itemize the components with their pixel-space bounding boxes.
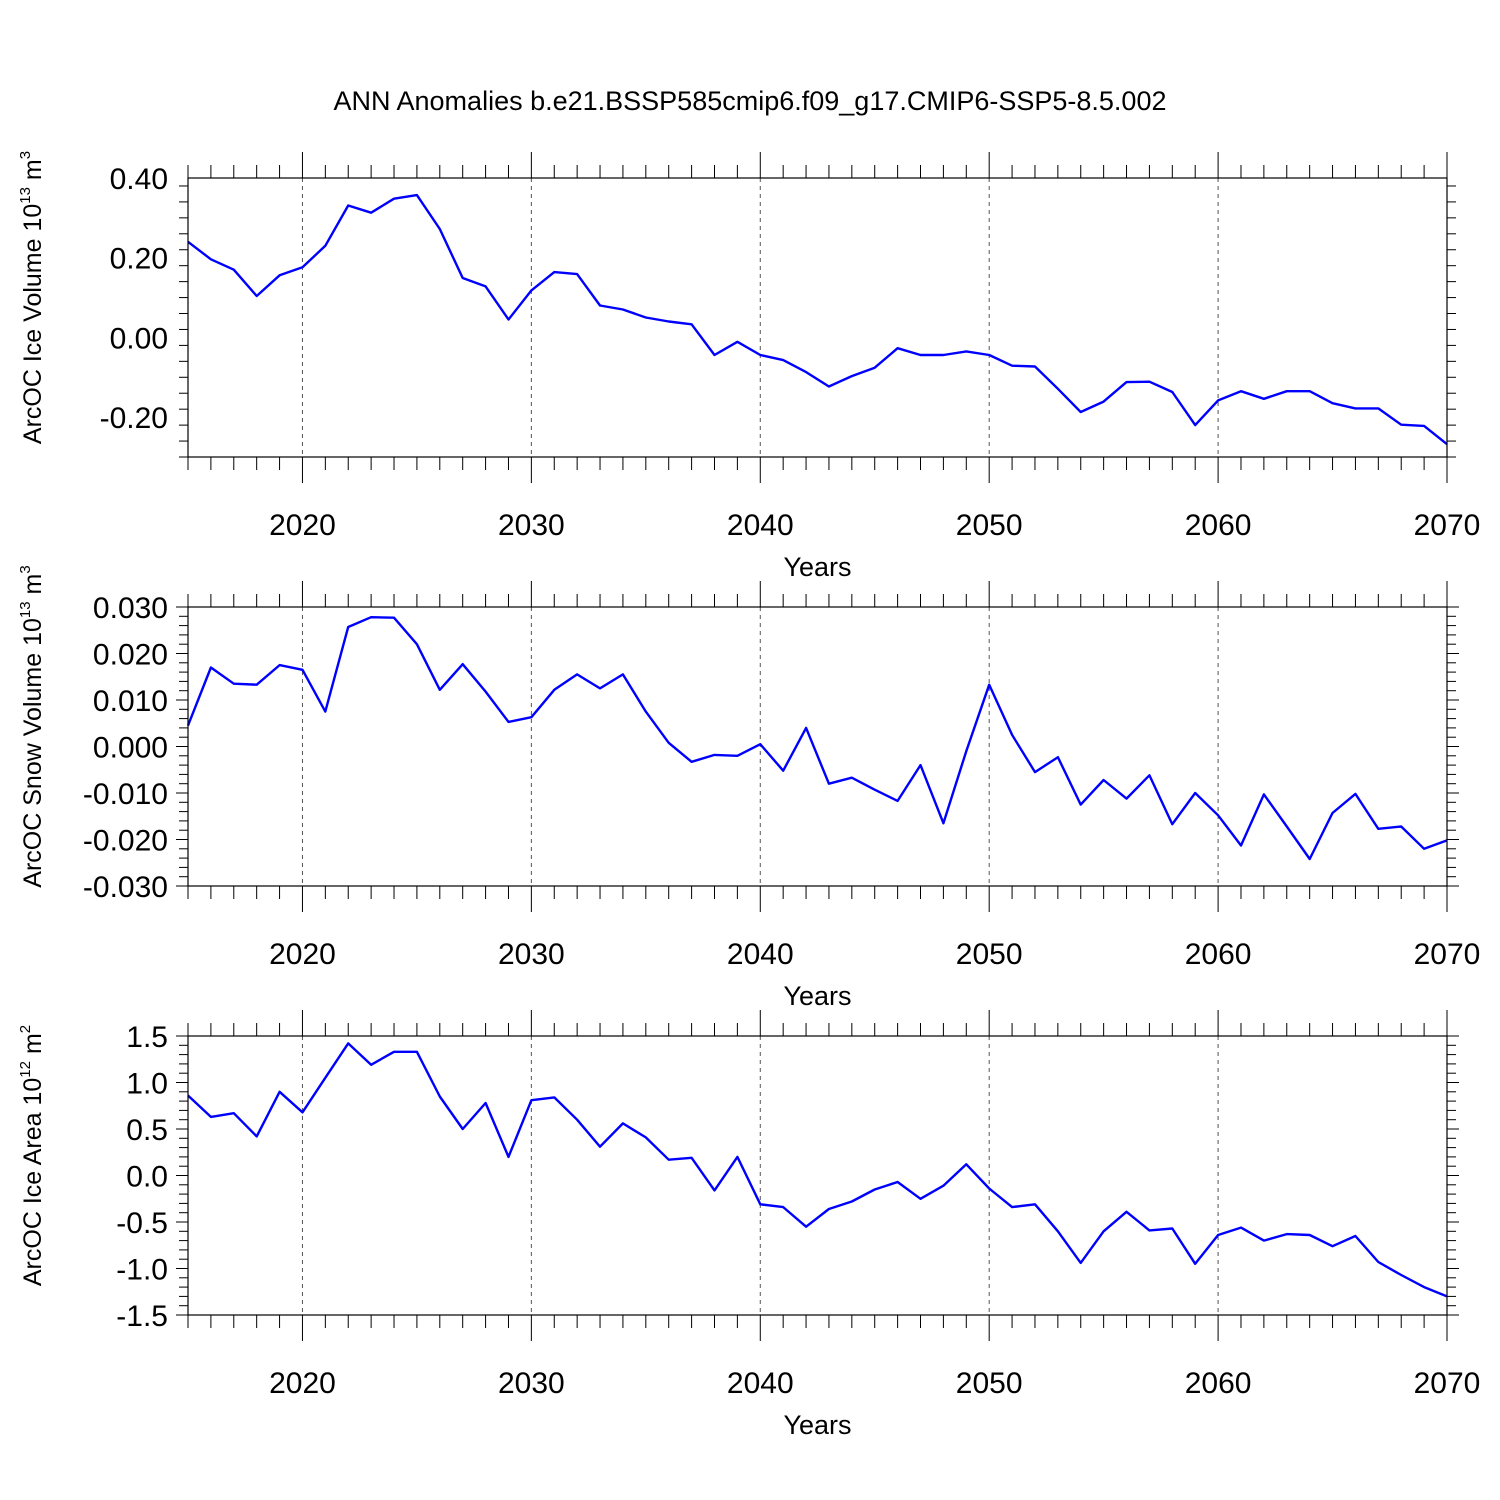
x-tick-label: 2060 <box>1185 509 1252 542</box>
x-tick-label: 2070 <box>1414 1367 1481 1400</box>
y-tick-label: -1.5 <box>116 1300 168 1333</box>
y-axis-label-exponent: 13 <box>17 601 34 618</box>
y-tick-label: 1.5 <box>126 1021 168 1054</box>
y-tick-label: -0.5 <box>116 1207 168 1240</box>
y-axis-label: ArcOC Snow Volume 1013 m3 <box>17 565 47 887</box>
ice-area-panel: -1.5 -1.0 -0.5 0.0 0.5 1.0 1.5 2020 2030 2040 2050… <box>17 1010 1480 1440</box>
x-tick-label: 2070 <box>1414 509 1481 542</box>
x-tick-label: 2030 <box>498 938 565 971</box>
y-tick-label: 0.5 <box>126 1114 168 1147</box>
chart-title: ANN Anomalies b.e21.BSSP585cmip6.f09_g17… <box>334 86 1167 116</box>
y-axis-label-exponent: 13 <box>17 187 34 204</box>
y-tick-label: 0.030 <box>93 592 168 625</box>
snow-volume-panel: -0.030 -0.020 -0.010 0.000 0.010 0.020 0.030 20… <box>17 565 1480 1011</box>
snow-volume-series-line <box>186 616 1448 861</box>
y-axis-label-unit: m <box>19 574 47 602</box>
y-tick-label: -0.020 <box>83 825 168 858</box>
x-tick-label: 2020 <box>269 1367 336 1400</box>
x-tick-label: 2050 <box>956 1367 1023 1400</box>
y-tick-label: -0.20 <box>100 402 168 435</box>
y-axis-label-unit-exponent: 2 <box>17 1025 34 1033</box>
y-axis-label-text: ArcOC Ice Area 10 <box>19 1078 47 1286</box>
y-tick-label: 0.010 <box>93 685 168 718</box>
y-tick-label: 0.00 <box>110 322 168 355</box>
y-tick-label: -0.010 <box>83 778 168 811</box>
x-tick-label: 2030 <box>498 1367 565 1400</box>
plot-frame <box>187 1035 1448 1316</box>
x-tick-label: 2040 <box>727 938 794 971</box>
x-tick-label: 2060 <box>1185 938 1252 971</box>
y-tick-label: 0.0 <box>126 1161 168 1194</box>
y-axis-label-text: ArcOC Ice Volume 10 <box>19 204 47 444</box>
y-axis-label-exponent: 12 <box>17 1061 34 1078</box>
y-axis-label-unit: m <box>19 1033 47 1061</box>
x-tick-label: 2070 <box>1414 938 1481 971</box>
x-axis-label: Years <box>783 981 851 1011</box>
y-tick-label: 0.000 <box>93 732 168 765</box>
x-tick-label: 2060 <box>1185 1367 1252 1400</box>
y-axis-label-unit-exponent: 3 <box>17 151 34 159</box>
x-tick-label: 2040 <box>727 1367 794 1400</box>
x-axis-label: Years <box>783 1410 851 1440</box>
y-axis-label: ArcOC Ice Volume 1013 m3 <box>17 151 47 444</box>
y-tick-label: 1.0 <box>126 1068 168 1101</box>
y-tick-label: -0.030 <box>83 871 168 904</box>
x-tick-label: 2020 <box>269 938 336 971</box>
ice-volume-panel: -0.20 0.00 0.20 0.40 2020 2030 2040 2050 2060 207… <box>17 151 1480 582</box>
y-tick-label: 0.020 <box>93 639 168 672</box>
x-tick-label: 2030 <box>498 509 565 542</box>
x-axis-label: Years <box>783 552 851 582</box>
plot-frame <box>187 177 1448 458</box>
x-tick-label: 2050 <box>956 509 1023 542</box>
y-axis-label-text: ArcOC Snow Volume 10 <box>19 618 47 888</box>
y-axis-label-unit: m <box>19 159 47 187</box>
ice-area-series-line <box>187 1042 1448 1298</box>
ice-volume-series-line <box>187 193 1448 446</box>
x-tick-label: 2040 <box>727 509 794 542</box>
y-tick-label: -1.0 <box>116 1254 168 1287</box>
x-tick-label: 2050 <box>956 938 1023 971</box>
x-tick-label: 2020 <box>269 509 336 542</box>
y-axis-label: ArcOC Ice Area 1012 m2 <box>17 1025 47 1286</box>
plot-frame <box>187 606 1448 887</box>
panels: -0.20 0.00 0.20 0.40 2020 2030 2040 2050 2060 207… <box>17 151 1480 1440</box>
y-axis-label-unit-exponent: 3 <box>17 565 34 573</box>
y-tick-label: 0.20 <box>110 243 168 276</box>
y-tick-label: 0.40 <box>110 163 168 196</box>
